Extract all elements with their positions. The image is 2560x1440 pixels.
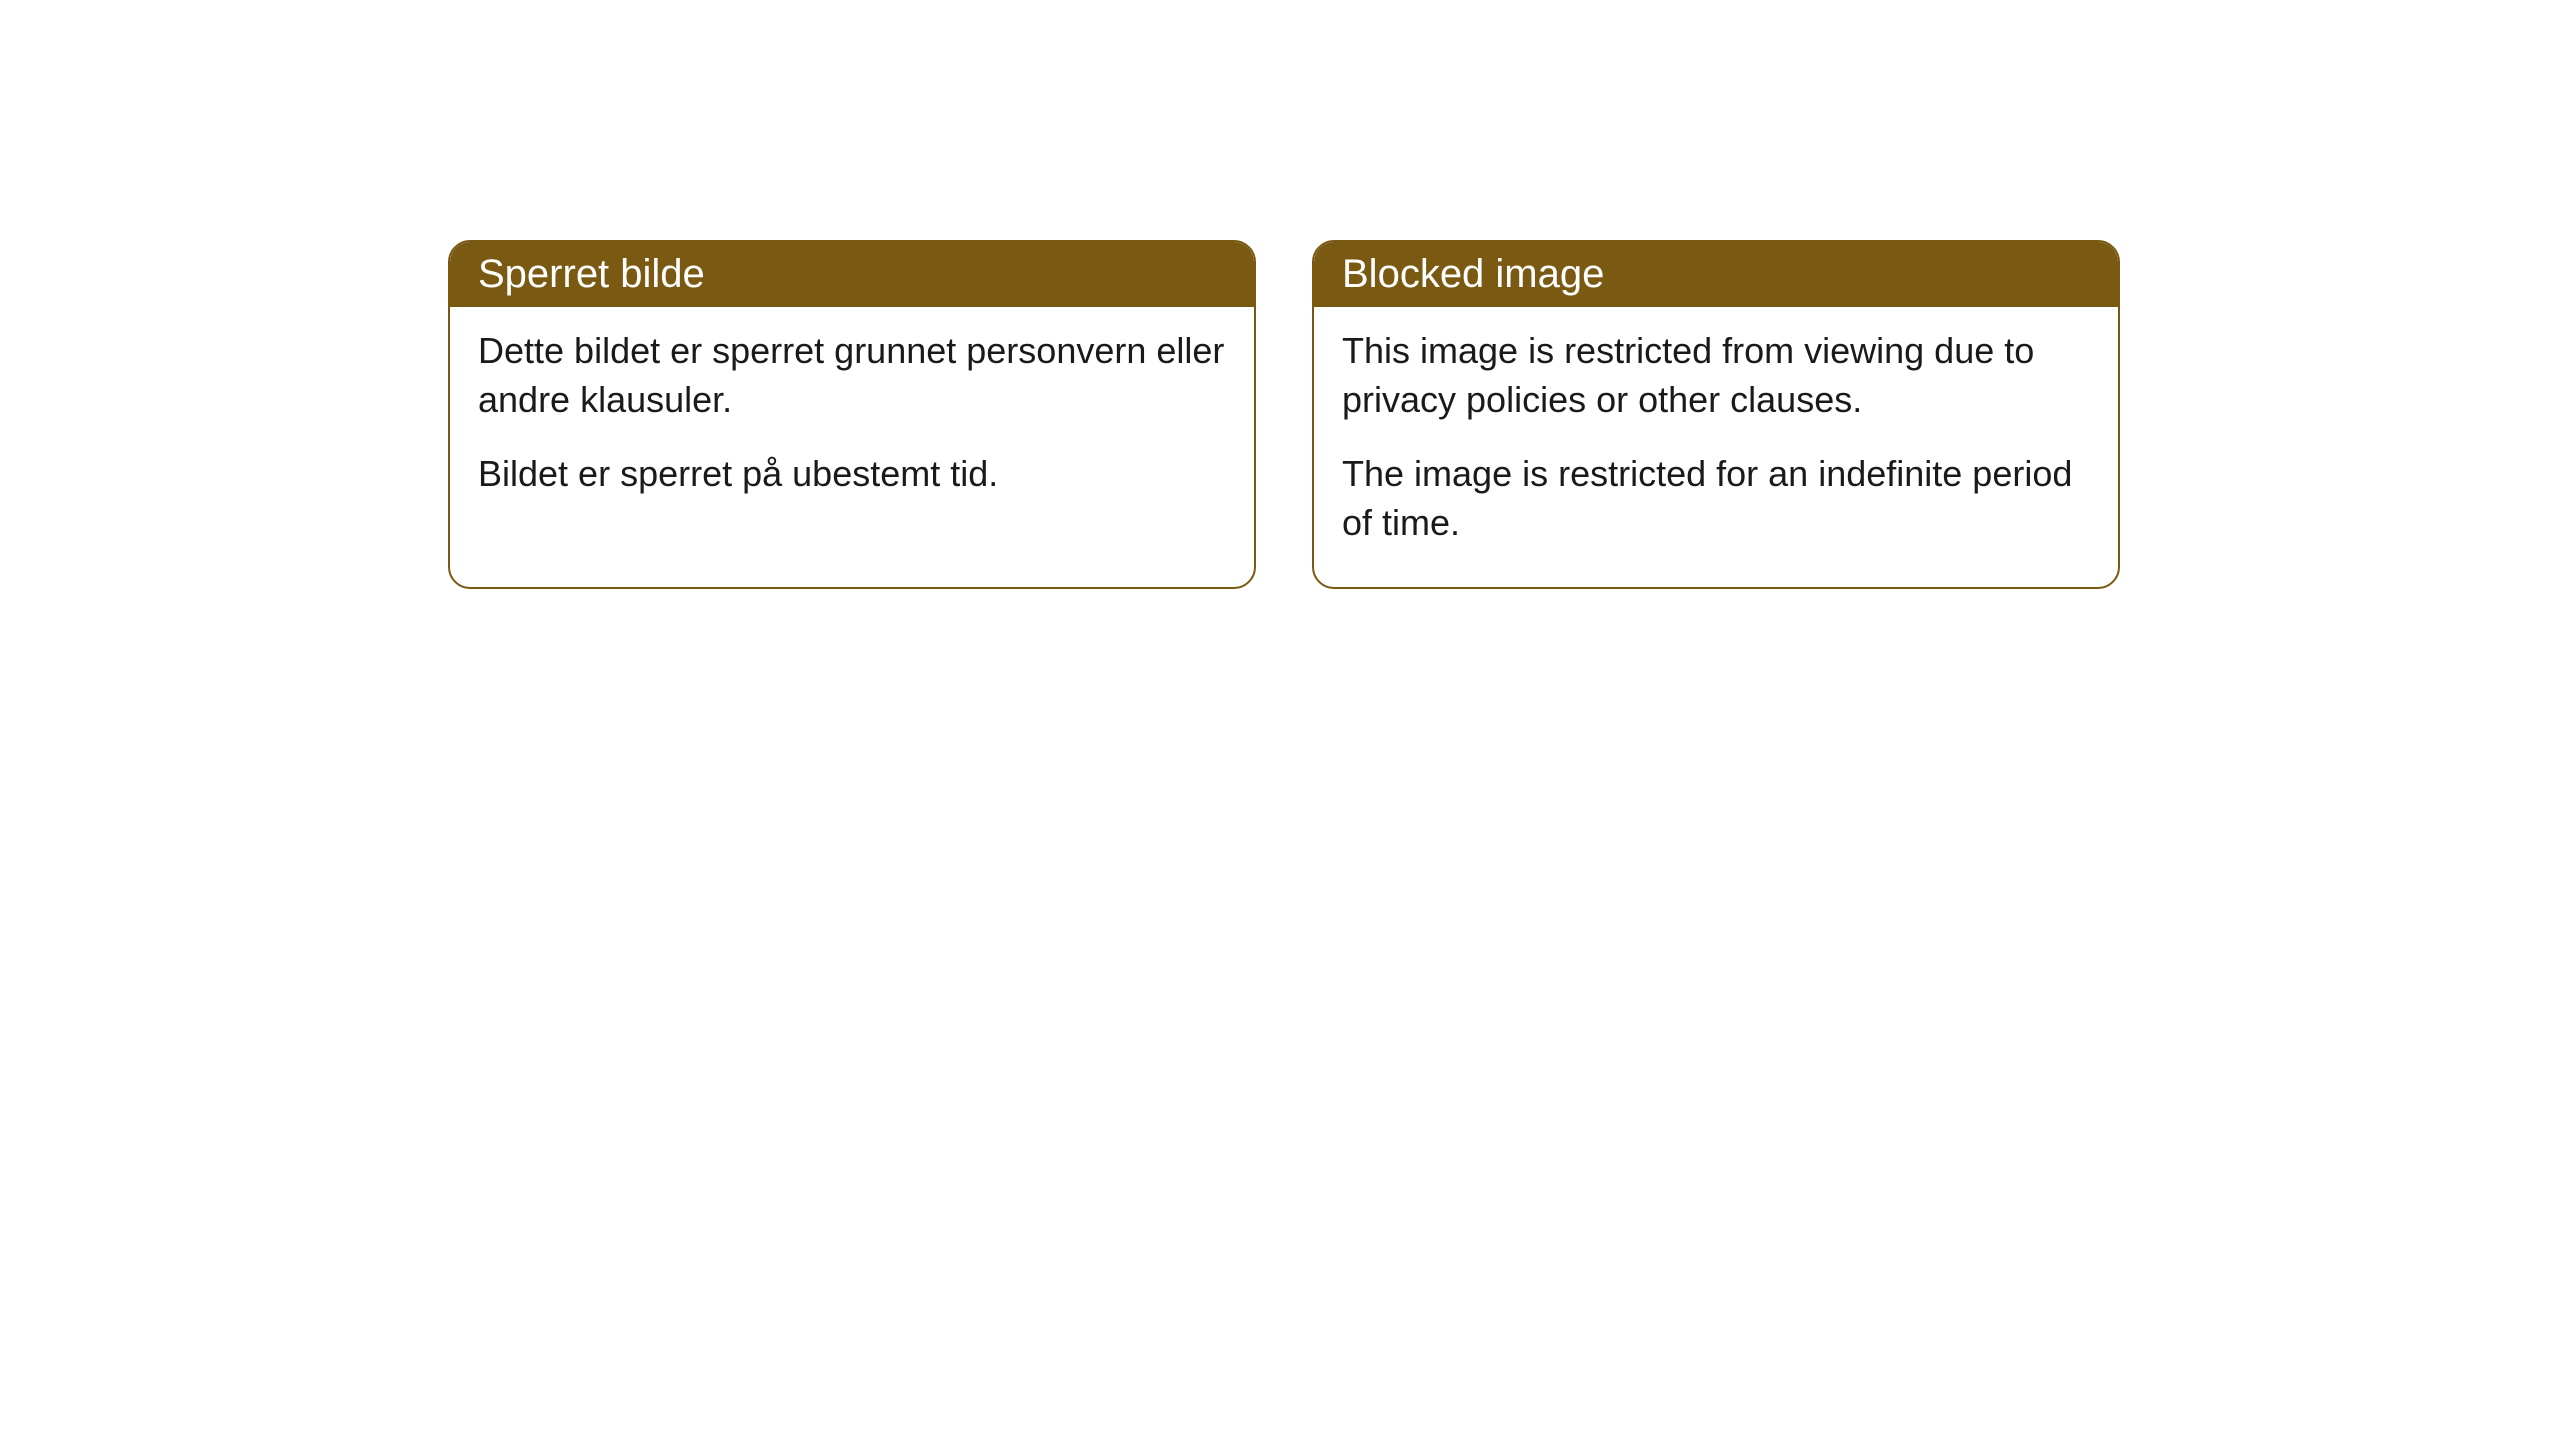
blocked-image-card-english: Blocked image This image is restricted f… (1312, 240, 2120, 589)
card-title-english: Blocked image (1342, 252, 1604, 296)
card-text-english-p2: The image is restricted for an indefinit… (1342, 450, 2090, 547)
card-body-norwegian: Dette bildet er sperret grunnet personve… (450, 307, 1254, 539)
card-text-norwegian-p1: Dette bildet er sperret grunnet personve… (478, 327, 1226, 424)
notice-cards-container: Sperret bilde Dette bildet er sperret gr… (448, 240, 2120, 589)
card-text-norwegian-p2: Bildet er sperret på ubestemt tid. (478, 450, 1226, 499)
card-header-english: Blocked image (1314, 242, 2118, 307)
card-body-english: This image is restricted from viewing du… (1314, 307, 2118, 587)
card-title-norwegian: Sperret bilde (478, 252, 705, 296)
card-header-norwegian: Sperret bilde (450, 242, 1254, 307)
card-text-english-p1: This image is restricted from viewing du… (1342, 327, 2090, 424)
blocked-image-card-norwegian: Sperret bilde Dette bildet er sperret gr… (448, 240, 1256, 589)
